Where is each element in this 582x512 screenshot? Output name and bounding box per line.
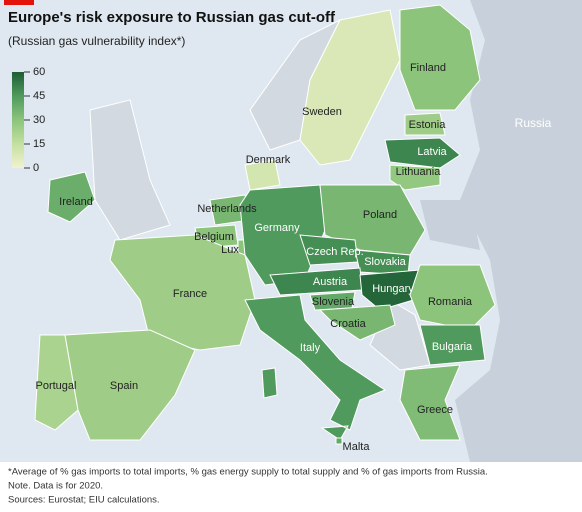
country-label: Slovakia bbox=[364, 256, 406, 268]
legend-tick-label: 45 bbox=[33, 90, 45, 102]
country bbox=[404, 112, 446, 136]
country bbox=[64, 329, 196, 441]
country bbox=[318, 304, 396, 341]
country bbox=[244, 294, 387, 441]
country-label: Hungary bbox=[372, 283, 414, 295]
country bbox=[34, 334, 79, 431]
country bbox=[419, 324, 486, 366]
footnote: Sources: Eurostat; EIU calculations. bbox=[8, 495, 160, 506]
other-land bbox=[420, 0, 582, 462]
country-label: Bulgaria bbox=[432, 341, 473, 353]
country-label: Portugal bbox=[36, 380, 77, 392]
country-label: Belgium bbox=[194, 231, 234, 243]
country bbox=[109, 234, 256, 351]
country-label: Romania bbox=[428, 296, 473, 308]
country-label: Estonia bbox=[409, 119, 447, 131]
country bbox=[47, 171, 96, 223]
country-label: Croatia bbox=[330, 318, 366, 330]
brand-bar bbox=[4, 0, 34, 5]
country-label: Sweden bbox=[302, 106, 342, 118]
country-label: Netherlands bbox=[197, 203, 257, 215]
country bbox=[244, 159, 281, 191]
country-label: Italy bbox=[300, 342, 321, 354]
country-label: Austria bbox=[313, 276, 348, 288]
country bbox=[299, 9, 401, 166]
country-label: Denmark bbox=[246, 154, 291, 166]
country-label: Latvia bbox=[417, 146, 447, 158]
country-label: Czech Rep. bbox=[306, 246, 363, 258]
russia-label: Russia bbox=[515, 116, 552, 130]
country-label: Germany bbox=[254, 222, 300, 234]
legend-bar bbox=[12, 72, 24, 168]
subtitle: (Russian gas vulnerability index*) bbox=[8, 34, 185, 48]
title: Europe's risk exposure to Russian gas cu… bbox=[8, 9, 336, 26]
country bbox=[335, 437, 343, 445]
footnote: Note. Data is for 2020. bbox=[8, 481, 103, 492]
country-label: Poland bbox=[363, 209, 397, 221]
country bbox=[399, 4, 481, 111]
country-label: Slovenia bbox=[312, 296, 355, 308]
country-label: Lux bbox=[221, 244, 239, 256]
legend-tick-label: 15 bbox=[33, 138, 45, 150]
legend-tick-label: 60 bbox=[33, 66, 45, 78]
country-label: Finland bbox=[410, 62, 446, 74]
country-label: Malta bbox=[343, 441, 371, 453]
country bbox=[399, 364, 461, 441]
country-label: France bbox=[173, 288, 207, 300]
country-label: Lithuania bbox=[396, 166, 442, 178]
legend-tick-label: 0 bbox=[33, 162, 39, 174]
footnote: *Average of % gas imports to total impor… bbox=[8, 467, 488, 478]
country bbox=[384, 137, 461, 169]
country-label: Ireland bbox=[59, 196, 93, 208]
country-label: Greece bbox=[417, 404, 453, 416]
legend-tick-label: 30 bbox=[33, 114, 45, 126]
country bbox=[389, 164, 441, 191]
country-label: Spain bbox=[110, 380, 138, 392]
